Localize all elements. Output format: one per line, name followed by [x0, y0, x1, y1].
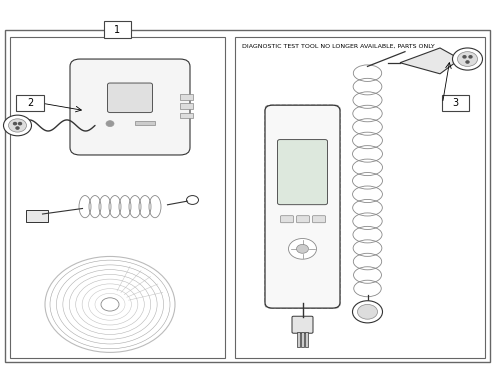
FancyBboxPatch shape	[280, 216, 293, 223]
Text: DIAGNOSTIC TEST TOOL NO LONGER AVAILABLE, PARTS ONLY: DIAGNOSTIC TEST TOOL NO LONGER AVAILABLE…	[242, 44, 435, 49]
FancyBboxPatch shape	[292, 316, 313, 333]
Circle shape	[4, 115, 32, 136]
Polygon shape	[400, 48, 460, 74]
Circle shape	[16, 127, 19, 129]
Bar	[180, 113, 192, 118]
FancyBboxPatch shape	[278, 139, 328, 205]
FancyBboxPatch shape	[104, 21, 131, 38]
Circle shape	[352, 301, 382, 323]
FancyBboxPatch shape	[16, 95, 44, 111]
Circle shape	[8, 119, 26, 132]
Circle shape	[358, 304, 378, 319]
Circle shape	[101, 298, 119, 311]
Bar	[301, 332, 304, 347]
Circle shape	[106, 121, 114, 127]
Circle shape	[14, 123, 16, 125]
Circle shape	[452, 48, 482, 70]
Circle shape	[296, 244, 308, 253]
FancyBboxPatch shape	[70, 59, 190, 155]
FancyBboxPatch shape	[108, 83, 152, 113]
Circle shape	[458, 52, 477, 66]
Bar	[235, 37, 485, 358]
Circle shape	[469, 56, 472, 58]
FancyBboxPatch shape	[26, 210, 48, 222]
Text: 2: 2	[27, 98, 33, 108]
Bar	[305, 332, 308, 347]
Circle shape	[45, 256, 175, 352]
Text: 3: 3	[452, 98, 458, 108]
Circle shape	[466, 61, 469, 63]
Circle shape	[463, 56, 466, 58]
Bar	[10, 37, 225, 358]
Bar	[180, 103, 192, 109]
FancyBboxPatch shape	[442, 95, 468, 111]
Circle shape	[288, 238, 316, 259]
Text: 1: 1	[114, 24, 120, 35]
Bar	[297, 332, 300, 347]
Bar	[135, 121, 155, 125]
Circle shape	[18, 123, 22, 125]
Bar	[180, 94, 192, 100]
Circle shape	[186, 196, 198, 204]
FancyBboxPatch shape	[265, 105, 340, 308]
FancyBboxPatch shape	[296, 216, 310, 223]
FancyBboxPatch shape	[312, 216, 326, 223]
